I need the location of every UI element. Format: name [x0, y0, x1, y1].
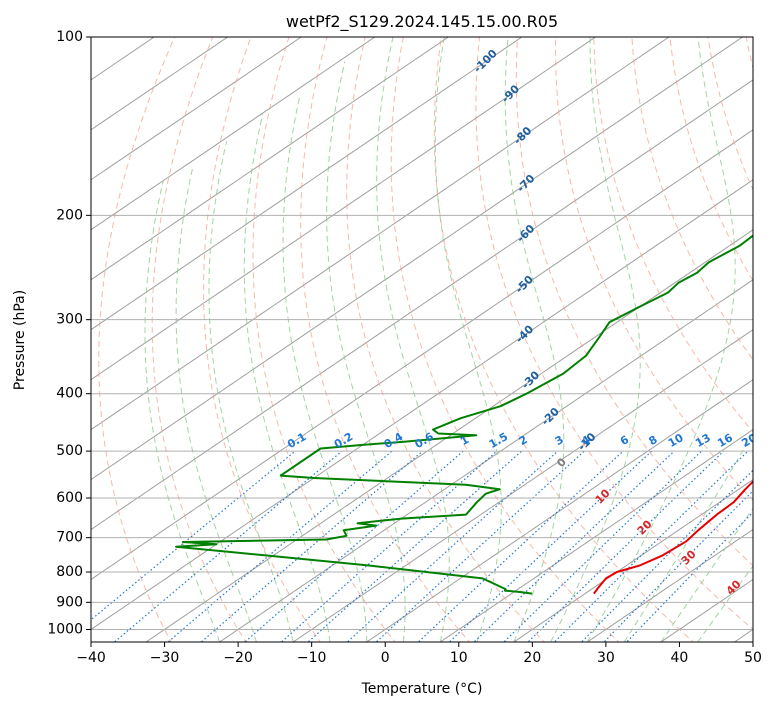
- x-axis-label: Temperature (°C): [361, 681, 483, 697]
- chart-title: wetPf2_S129.2024.145.15.00.R05: [286, 12, 558, 32]
- mixing-ratio-line: [346, 450, 559, 642]
- dry-adiabat-line: [151, 37, 247, 642]
- y-tick-label: 900: [56, 594, 83, 610]
- moist-adiabat-line: [376, 37, 450, 642]
- axes: −40 −30 −20 −10 0 10 20 30 40 50 100 200 300 400 500 60…: [47, 29, 762, 666]
- x-tick-label: 40: [671, 650, 689, 666]
- moist-adiabat-line: [660, 507, 753, 642]
- y-tick-label: 600: [56, 490, 83, 506]
- x-tick-label: −20: [223, 650, 253, 666]
- y-tick-label: 400: [56, 386, 83, 402]
- mixing-ratio-line: [167, 450, 393, 642]
- dry-adiabat-line: [669, 37, 753, 282]
- mixing-ratio-line: [448, 450, 653, 642]
- isotherm-line: [91, 129, 753, 581]
- mixing-ratio-label: 20: [739, 431, 759, 450]
- mixing-ratio-line: [603, 490, 753, 642]
- mixing-ratio-line: [280, 450, 498, 642]
- series: [175, 234, 753, 595]
- isotherm-line: [91, 37, 744, 481]
- moist-adiabat-line: [282, 94, 368, 642]
- plot-frame: [90, 36, 754, 643]
- mixing-ratio-line: [527, 450, 725, 642]
- mixing-ratio-line: [553, 450, 749, 642]
- grid: [91, 37, 753, 630]
- y-tick-label: 1000: [47, 621, 83, 637]
- y-tick-label: 200: [56, 207, 83, 223]
- x-tick-label: −10: [297, 650, 327, 666]
- moist-adiabat-line: [623, 432, 753, 642]
- dry-adiabat-line: [346, 37, 545, 642]
- x-tick-label: 10: [450, 650, 468, 666]
- moist-adiabat-line: [243, 114, 331, 642]
- temperature-profile-line: [593, 480, 753, 595]
- isotherm-line: [91, 37, 670, 431]
- x-tick-label: 30: [597, 650, 615, 666]
- mixing-ratio-line: [200, 450, 424, 642]
- x-tick-label: −30: [150, 650, 180, 666]
- moist-adiabat-line: [550, 37, 641, 642]
- isotherm-line: [91, 79, 753, 531]
- y-tick-label: 500: [56, 443, 83, 459]
- dewpoint-profile-line: [175, 234, 753, 595]
- mixing-ratio-line: [375, 450, 585, 642]
- y-tick-label: 300: [56, 312, 83, 328]
- mixing-ratio-line: [625, 511, 753, 642]
- x-tick-label: −40: [76, 650, 106, 666]
- mixing-ratio-line: [113, 450, 343, 642]
- x-tick-label: 0: [381, 650, 390, 666]
- isotherm-line: [91, 37, 523, 331]
- y-tick-label: 700: [56, 530, 83, 546]
- moist-adiabat-line: [697, 565, 753, 642]
- isotherm-line: [91, 37, 597, 381]
- dry-adiabat-line: [515, 37, 753, 567]
- mixing-ratio-line: [580, 469, 753, 642]
- y-axis-label: Pressure (hPa): [12, 290, 28, 390]
- dry-adiabat-line: [554, 37, 753, 501]
- moist-adiabat-line: [434, 37, 502, 642]
- mixing-ratio-line: [503, 450, 703, 642]
- x-tick-label: 20: [523, 650, 541, 666]
- moist-adiabat-line: [326, 61, 406, 642]
- y-tick-label: 100: [56, 29, 83, 45]
- moist-adiabat-line: [175, 165, 257, 642]
- y-tick-label: 800: [56, 564, 83, 580]
- moist-adiabat-line: [144, 180, 221, 642]
- x-tick-label: 50: [744, 650, 762, 666]
- moist-adiabat-line: [504, 37, 565, 642]
- dry-adiabat-line: [631, 37, 753, 361]
- isotherm-line: [91, 37, 450, 281]
